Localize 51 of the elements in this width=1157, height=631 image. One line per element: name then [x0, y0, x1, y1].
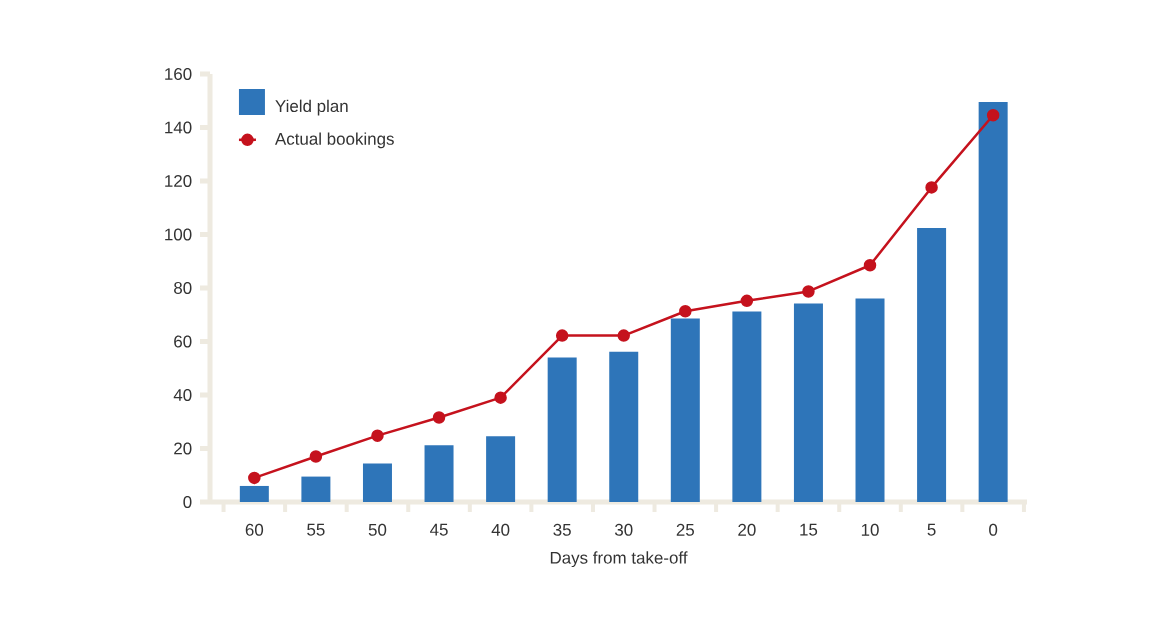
y-tick-label: 120 [165, 175, 192, 187]
y-tick-label: 80 [174, 282, 192, 294]
point [740, 294, 754, 308]
point [494, 391, 507, 404]
bar [917, 228, 947, 502]
x-tick-label: 10 [861, 523, 879, 536]
point [555, 329, 569, 342]
legend-label: Actual bookings [274, 132, 394, 149]
x-tick-label: 20 [738, 523, 756, 536]
point [802, 285, 815, 298]
x-tick-label: 55 [307, 523, 325, 536]
bar [793, 303, 823, 502]
point [309, 450, 323, 463]
bar [855, 298, 885, 502]
x-tick-label: 60 [245, 523, 264, 536]
x-tick-label: 5 [927, 523, 936, 536]
bar [670, 318, 700, 502]
y-tick-label: 160 [165, 68, 192, 80]
bar [239, 485, 269, 502]
x-tick-label: 15 [800, 523, 818, 536]
y-tick-label: 60 [174, 335, 192, 348]
x-tick-label: 40 [491, 523, 510, 536]
point [432, 411, 446, 424]
x-tick-label: 25 [676, 523, 695, 536]
point [986, 108, 1000, 122]
y-tick-label: 0 [183, 496, 192, 508]
x-tick-label: 0 [989, 523, 998, 536]
point [248, 471, 261, 485]
point [617, 329, 630, 342]
x-tick-label: 45 [430, 523, 448, 536]
x-tick-label: 50 [368, 523, 387, 536]
y-tick-label: 100 [165, 228, 192, 241]
point [925, 181, 938, 194]
bar [609, 351, 639, 502]
x-axis-title: Days from take-off [550, 551, 688, 568]
point [679, 305, 692, 318]
y-tick-label: 20 [174, 442, 192, 455]
bar [547, 357, 577, 502]
point [863, 259, 877, 272]
y-tick-label: 40 [173, 389, 192, 401]
x-tick-label: 30 [614, 523, 633, 536]
x-tick-label: 35 [553, 523, 571, 536]
legend-label: Yield plan [275, 99, 348, 116]
bar [301, 476, 331, 502]
bar [732, 311, 762, 502]
bar [424, 445, 454, 502]
bar [486, 436, 516, 502]
bar [362, 463, 392, 502]
point [371, 429, 384, 442]
y-tick-label: 140 [165, 121, 192, 134]
bar [978, 102, 1008, 502]
